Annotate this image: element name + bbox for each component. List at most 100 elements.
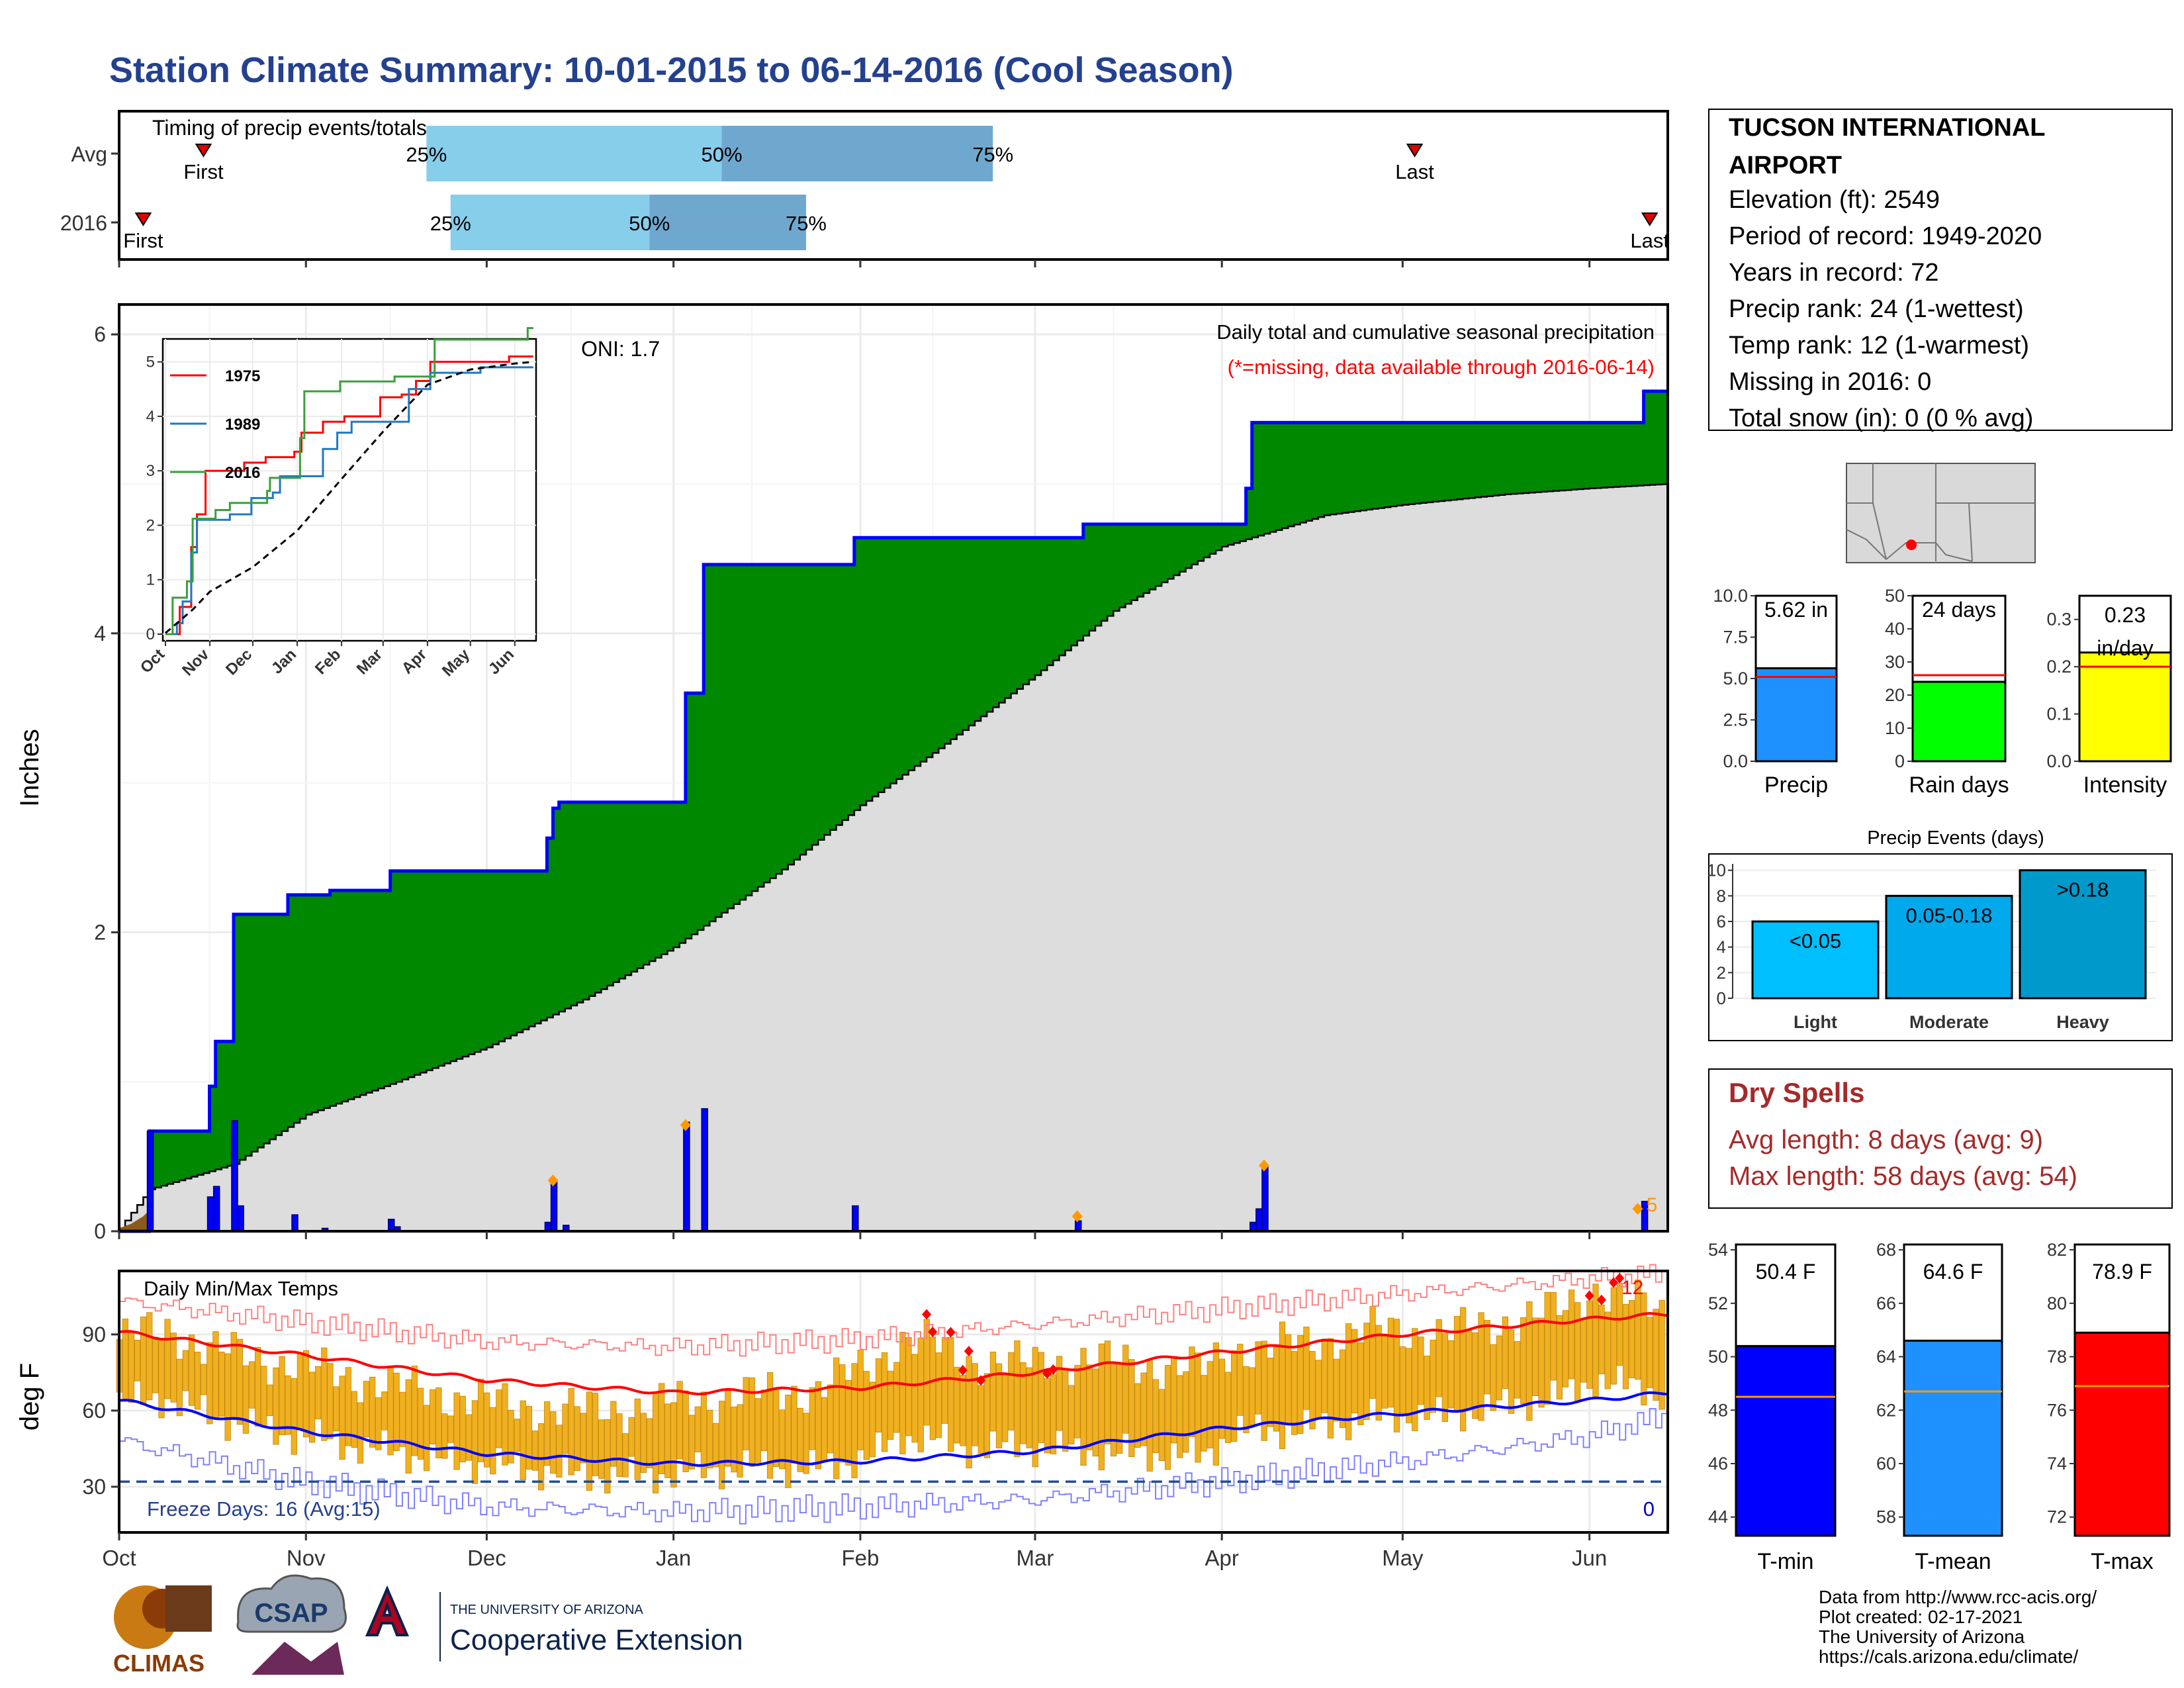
dry-title: Dry Spells (1729, 1077, 1864, 1108)
temp-daily-bar (218, 1351, 225, 1417)
temp-daily-bar (1424, 1355, 1430, 1420)
temp-daily-bar (1134, 1383, 1141, 1448)
temp-daily-bar (574, 1406, 580, 1472)
temp-daily-bar (754, 1398, 762, 1463)
temp-avg-min-line (118, 1391, 1668, 1467)
temp-daily-bar (917, 1337, 924, 1452)
temp-daily-bar (1243, 1366, 1250, 1433)
temp-daily-bar (296, 1352, 304, 1430)
temp-daily-bar (1641, 1292, 1647, 1405)
dry-spells-box: Dry Spells Avg length: 8 days (avg: 9) M… (1708, 1068, 2173, 1209)
temp-daily-bar (1393, 1319, 1400, 1432)
temp-daily-bar (1327, 1338, 1334, 1438)
summary-0-tick-label: 0.0 (1723, 751, 1748, 771)
timing-last-marker (1406, 144, 1424, 158)
map-background (1846, 463, 2036, 563)
precip-daily-bar (1250, 1221, 1257, 1232)
temp-daily-bar (1212, 1342, 1220, 1466)
temp-daily-bar (1351, 1329, 1358, 1414)
temp-daily-bar (1218, 1358, 1226, 1439)
temp-daily-bar (164, 1319, 171, 1399)
summary-1-tick-label: 30 (1885, 652, 1905, 672)
temp-daily-bar (706, 1409, 713, 1469)
temp-daily-bar (345, 1367, 351, 1446)
temp-daily-bar (1255, 1341, 1261, 1415)
month-label: Jan (656, 1546, 691, 1570)
temp-daily-bar (1158, 1389, 1165, 1462)
timing-panel: Timing of precip events/totals Avg 25% 50%… (60, 110, 1669, 261)
temp-daily-bar (725, 1389, 731, 1467)
temp-daily-bar (230, 1332, 237, 1421)
temp-daily-bar (1550, 1291, 1557, 1381)
temp-daily-bar (1183, 1371, 1189, 1453)
temp-summary-1-tick-label: 62 (1876, 1400, 1896, 1420)
temp-daily-bar (363, 1381, 370, 1438)
temp-daily-bar (899, 1332, 906, 1454)
inset-y-tick-label: 4 (146, 408, 155, 426)
temp-daily-bar (845, 1380, 852, 1466)
temp-daily-bar (1026, 1367, 1032, 1448)
summary-2-tick-label: 0.0 (2046, 751, 2071, 771)
temp-daily-bar (152, 1336, 159, 1393)
timing-last-marker (1641, 212, 1659, 226)
temp-daily-bar (459, 1395, 466, 1463)
temp-daily-bar (1002, 1374, 1009, 1442)
temp-daily-bar (580, 1413, 586, 1464)
temp-daily-bar (201, 1364, 207, 1395)
month-axis: Oct Nov Dec Jan Feb Mar Apr May Jun (102, 1532, 1607, 1570)
temp-title: Daily Min/Max Temps (144, 1277, 338, 1300)
temp-daily-bar (1086, 1364, 1093, 1450)
temp-summary-2-bar (2073, 1331, 2171, 1537)
temp-daily-bar (797, 1407, 803, 1472)
temp-daily-bar (1080, 1348, 1087, 1466)
temp-daily-bar (1466, 1329, 1473, 1409)
events-bar-light (1751, 920, 1880, 1000)
precip-daily-bar (237, 1205, 244, 1232)
inset-lines (165, 327, 534, 635)
credit-line-1: Data from http://www.rcc-acis.org/ (1819, 1587, 2097, 1607)
climas-block (165, 1585, 212, 1632)
temp-daily-bar (694, 1406, 701, 1452)
summary-1-tick-label: 10 (1885, 718, 1905, 738)
temp-daily-bar (887, 1370, 894, 1440)
temp-daily-bar (248, 1361, 255, 1409)
temp-daily-bar (1514, 1340, 1521, 1399)
freeze-days-label: Freeze Days: 16 (Avg:15) (147, 1497, 381, 1521)
temp-daily-bar (146, 1312, 153, 1401)
temp-y-label: deg F (15, 1363, 44, 1430)
climas-logo: CLIMAS (113, 1585, 212, 1677)
temp-daily-bar (1484, 1320, 1490, 1395)
hot-day-marker (1584, 1290, 1594, 1301)
temp-summary-2-tick-label: 78 (2047, 1347, 2067, 1367)
precip-markers: 5 (547, 1119, 1657, 1223)
temp-daily-bar (713, 1423, 719, 1468)
precip-avg-area (118, 483, 1669, 1233)
page-title: Station Climate Summary: 10-01-2015 to 0… (109, 50, 1234, 90)
temp-daily-bar (966, 1356, 972, 1469)
temp-daily-bar (659, 1383, 665, 1474)
precip-daily-bar (206, 1196, 214, 1232)
csap-text: CSAP (254, 1599, 328, 1628)
temp-daily-bar (399, 1391, 406, 1447)
summary-0-value: 5.62 in (1764, 598, 1828, 622)
temp-summary-1-tick-label: 64 (1876, 1347, 1896, 1367)
precip-daily-bar (852, 1205, 859, 1232)
temp-daily-bar (1592, 1284, 1599, 1399)
temp-daily-bar (935, 1352, 942, 1438)
temp-frame (118, 1270, 1669, 1534)
inset-y-tick-label: 3 (146, 462, 155, 480)
inset-y-tick-label: 1 (146, 571, 155, 589)
precip-marker (547, 1174, 559, 1187)
temp-daily-bar (1387, 1317, 1394, 1408)
summary-2-tick-label: 0.1 (2046, 704, 2071, 724)
timing-first-marker (195, 144, 212, 158)
timing-row-label: Avg (71, 142, 107, 166)
temp-summary-2-tick-label: 72 (2047, 1507, 2067, 1527)
temp-daily-bar (1122, 1344, 1129, 1434)
temp-daily-bar (255, 1346, 261, 1427)
temp-avg-max-line (118, 1312, 1668, 1395)
temp-daily-bar (514, 1419, 520, 1452)
precip-missing-note: (*=missing, data available through 2016-… (1228, 355, 1655, 379)
timing-p25-label: 25% (430, 212, 471, 235)
hot-day-marker (1042, 1368, 1052, 1379)
